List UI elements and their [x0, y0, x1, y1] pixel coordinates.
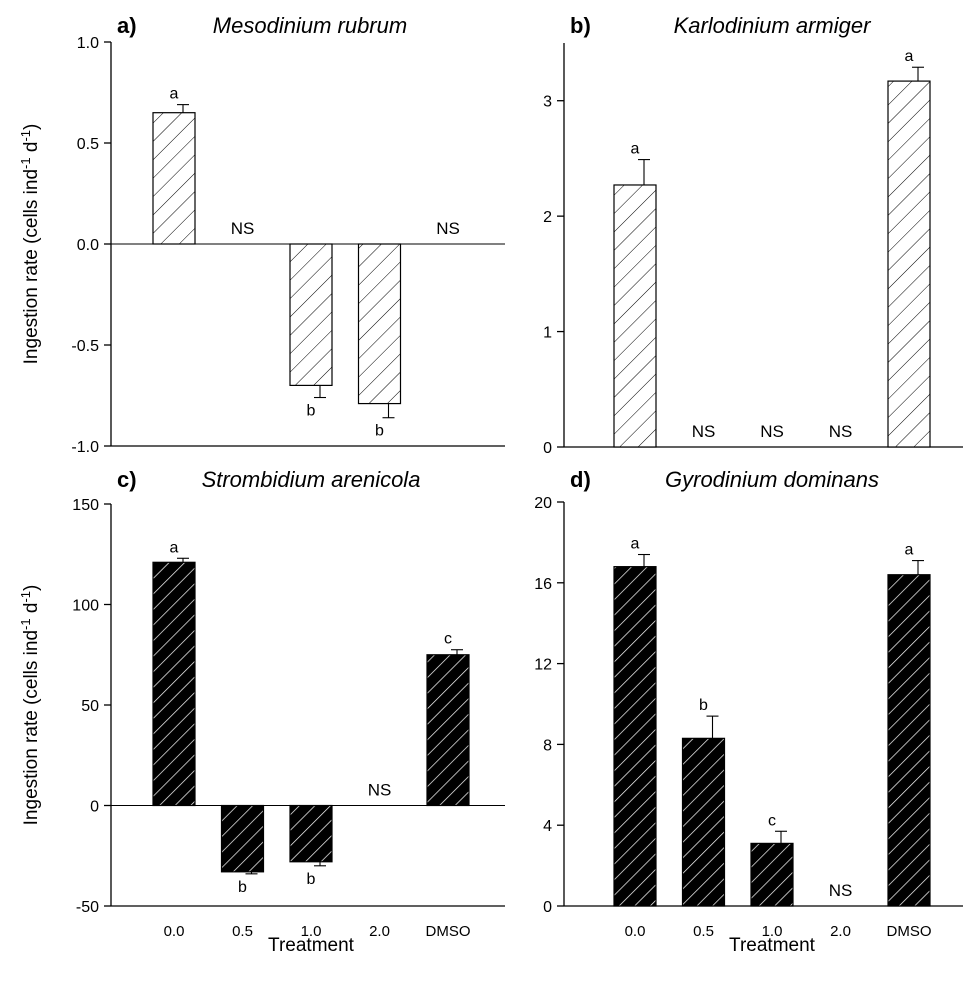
panel-b-ytick-label: 2	[543, 209, 552, 226]
panel-b-ns-label: NS	[692, 422, 716, 441]
panel-d-significance-label: b	[699, 697, 708, 714]
panel-a-bar	[357, 243, 402, 405]
panel-d-significance-label: c	[768, 812, 776, 829]
panel-a-significance-label: b	[307, 403, 316, 420]
panel-c-bar	[220, 804, 265, 873]
panel-a-ytick-label: -1.0	[71, 439, 99, 456]
panel-c-xaxis-title: Treatment	[268, 935, 355, 956]
panel-a-label: a)	[117, 13, 137, 38]
panel-b-plot: 0 1 2 3 a NS NS NS a	[543, 43, 963, 457]
panel-a-yaxis-title: Ingestion rate (cells ind-1 d-1)	[18, 124, 43, 365]
panel-d-bar	[613, 566, 657, 907]
panel-a-ytick-label: -0.5	[71, 338, 99, 355]
panel-c-category-label: 0.0	[164, 923, 185, 940]
panel-a-significance-label: b	[375, 423, 384, 440]
panel-c-significance-label: c	[444, 631, 452, 648]
panel-d-bar	[750, 842, 794, 907]
panel-a-ns-label: NS	[231, 219, 255, 238]
panel-c-title: Strombidium arenicola	[202, 467, 421, 492]
panel-d-ns-label: NS	[829, 881, 853, 900]
panel-a-title: Mesodinium rubrum	[213, 13, 407, 38]
panel-b-ns-label: NS	[829, 422, 853, 441]
panel-c-category-label: DMSO	[426, 923, 471, 940]
panel-d-category-label: 0.5	[693, 923, 714, 940]
panel-b-significance-label: a	[905, 48, 914, 65]
panel-d-ytick-label: 12	[534, 657, 552, 674]
panel-c-bar	[289, 804, 333, 863]
panel-b-bar	[613, 184, 657, 448]
panel-c-bar	[426, 654, 470, 807]
panel-b-ytick-label: 1	[543, 325, 552, 342]
panel-c-category-label: 0.5	[232, 923, 253, 940]
panel-a-ytick-label: 0.5	[77, 136, 99, 153]
panel-d-plot: 0 4 8 12 16 20 0.0 a 0.5 b 1.0 c 2.0 NS DMSO a	[534, 495, 963, 940]
panel-c-yaxis-title: Ingestion rate (cells ind-1 d-1)	[18, 585, 43, 826]
panel-a-bar	[289, 243, 333, 386]
panel-b: b) Karlodinium armiger 0 1 2 3 a NS NS NS a	[543, 13, 963, 457]
panel-a-significance-label: a	[170, 86, 179, 103]
panel-d-bar	[681, 737, 726, 907]
panel-d-ytick-label: 8	[543, 737, 552, 754]
panel-b-significance-label: a	[631, 141, 640, 158]
panel-d-ytick-label: 0	[543, 899, 552, 916]
panel-a-ytick-label: 1.0	[77, 35, 99, 52]
panel-c-ytick-label: 0	[90, 799, 99, 816]
panel-c-significance-label: b	[238, 879, 247, 896]
panel-d-ytick-label: 20	[534, 495, 552, 512]
panel-c-ytick-label: 150	[72, 497, 99, 514]
panel-b-title: Karlodinium armiger	[674, 13, 873, 38]
panel-d-label: d)	[570, 467, 591, 492]
panel-b-ytick-label: 0	[543, 440, 552, 457]
panel-d-ytick-label: 4	[543, 818, 552, 835]
panel-c-label: c)	[117, 467, 137, 492]
panel-c-significance-label: a	[170, 539, 179, 556]
panel-d-category-label: 0.0	[625, 923, 646, 940]
panel-d-category-label: 2.0	[830, 923, 851, 940]
panel-b-label: b)	[570, 13, 591, 38]
panel-d-significance-label: a	[631, 536, 640, 553]
panel-d-title: Gyrodinium dominans	[665, 467, 879, 492]
panel-c-ns-label: NS	[368, 781, 392, 800]
panel-d: d) Gyrodinium dominans 0 4 8 12 16 20 0.0 a 0.5 b…	[534, 467, 963, 956]
panel-c-category-label: 1.0	[301, 923, 322, 940]
panel-a-ns-label: NS	[436, 219, 460, 238]
panel-d-ytick-label: 16	[534, 576, 552, 593]
panel-c-bar	[152, 561, 196, 807]
panel-c: c) Strombidium arenicola -50 0 50 100 150 0.0…	[72, 467, 505, 956]
panel-d-significance-label: a	[905, 542, 914, 559]
panel-a: a) Mesodinium rubrum -1.0 -0.5 0.0 0.5 1.0 a N…	[71, 13, 505, 456]
panel-d-bar	[887, 574, 931, 907]
panel-d-category-label: 1.0	[762, 923, 783, 940]
panel-c-category-label: 2.0	[369, 923, 390, 940]
panel-a-plot: -1.0 -0.5 0.0 0.5 1.0 a NS b b NS	[71, 35, 505, 456]
panel-b-ytick-label: 3	[543, 94, 552, 111]
panel-c-significance-label: b	[307, 871, 316, 888]
panel-a-ytick-label: 0.0	[77, 237, 99, 254]
panel-d-category-label: DMSO	[887, 923, 932, 940]
panel-a-bar	[152, 112, 196, 245]
panel-c-ytick-label: 100	[72, 598, 99, 615]
panel-c-plot: -50 0 50 100 150 0.0 a 0.5 b 1.0 b 2.0 NS DMSO c	[72, 497, 505, 940]
panel-b-bar	[887, 80, 931, 448]
panel-b-ns-label: NS	[760, 422, 784, 441]
panel-c-ytick-label: -50	[76, 899, 99, 916]
panel-c-ytick-label: 50	[81, 698, 99, 715]
panel-d-xaxis-title: Treatment	[729, 935, 816, 956]
